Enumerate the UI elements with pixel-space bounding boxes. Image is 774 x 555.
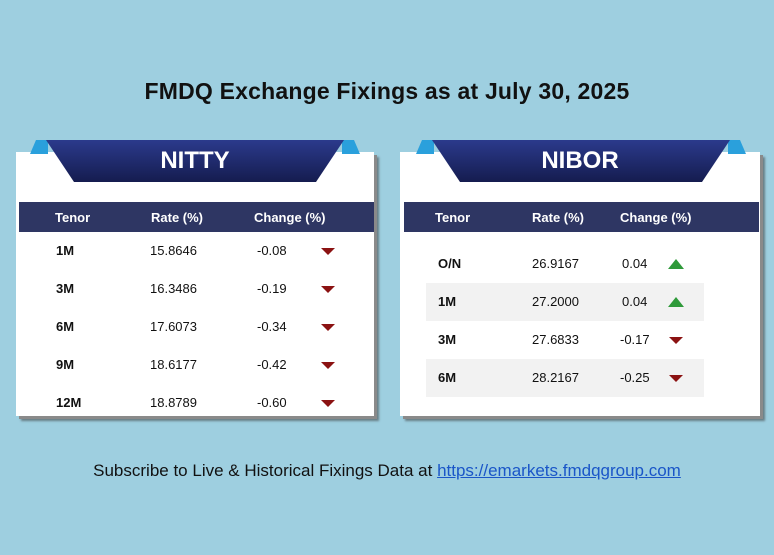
rate-cell: 18.6177 xyxy=(150,357,197,372)
up-arrow-icon xyxy=(668,297,684,307)
nitty-col-rate: Rate (%) xyxy=(151,210,204,225)
change-cell: -0.17 xyxy=(620,332,650,347)
rate-cell: 17.6073 xyxy=(150,319,197,334)
tenor-cell: 3M xyxy=(438,332,457,347)
nibor-card: NIBOR Tenor Rate (%) Change (%) O/N 26.9… xyxy=(400,140,760,416)
page-title: FMDQ Exchange Fixings as at July 30, 202… xyxy=(144,78,630,104)
nibor-title: NIBOR xyxy=(541,147,619,174)
change-cell: -0.08 xyxy=(257,243,287,258)
nibor-table-header: Tenor Rate (%) Change (%) xyxy=(404,202,759,232)
tenor-cell: 9M xyxy=(56,357,75,372)
change-cell: -0.60 xyxy=(257,395,287,410)
nitty-banner: NITTY xyxy=(16,140,374,200)
down-arrow-icon xyxy=(321,400,335,407)
table-row: 3M 27.6833 -0.17 xyxy=(426,321,704,359)
rate-cell: 16.3486 xyxy=(150,281,197,296)
table-row: 9M 18.6177 -0.42 xyxy=(19,346,374,384)
rate-cell: 26.9167 xyxy=(532,256,579,271)
nibor-col-rate: Rate (%) xyxy=(532,210,585,225)
change-cell: -0.19 xyxy=(257,281,287,296)
tenor-cell: O/N xyxy=(438,256,462,271)
nitty-col-change: Change (%) xyxy=(254,210,326,225)
nibor-col-tenor: Tenor xyxy=(435,210,471,225)
footer-text: Subscribe to Live & Historical Fixings D… xyxy=(93,461,433,480)
table-row: O/N 26.9167 0.04 xyxy=(426,245,704,283)
tenor-cell: 3M xyxy=(56,281,75,296)
table-row: 1M 15.8646 -0.08 xyxy=(19,232,374,270)
tenor-cell: 1M xyxy=(56,243,75,258)
subscribe-footer: Subscribe to Live & Historical Fixings D… xyxy=(0,461,774,481)
rate-cell: 15.8646 xyxy=(150,243,197,258)
down-arrow-icon xyxy=(669,337,683,344)
change-cell: -0.25 xyxy=(620,370,650,385)
tenor-cell: 12M xyxy=(56,395,82,410)
up-arrow-icon xyxy=(668,259,684,269)
nibor-banner: NIBOR xyxy=(400,140,760,200)
table-row: 6M 28.2167 -0.25 xyxy=(426,359,704,397)
emarkets-link[interactable]: https://emarkets.fmdqgroup.com xyxy=(437,461,681,480)
tenor-cell: 6M xyxy=(438,370,457,385)
change-cell: 0.04 xyxy=(622,256,648,271)
nitty-col-tenor: Tenor xyxy=(55,210,91,225)
change-cell: -0.42 xyxy=(257,357,287,372)
change-cell: -0.34 xyxy=(257,319,287,334)
nibor-col-change: Change (%) xyxy=(620,210,692,225)
down-arrow-icon xyxy=(321,286,335,293)
tenor-cell: 1M xyxy=(438,294,457,309)
rate-cell: 27.2000 xyxy=(532,294,579,309)
table-row: 12M 18.8789 -0.60 xyxy=(19,384,374,422)
nibor-banner-shape xyxy=(416,140,746,182)
table-row: 6M 17.6073 -0.34 xyxy=(19,308,374,346)
rate-cell: 28.2167 xyxy=(532,370,579,385)
down-arrow-icon xyxy=(321,362,335,369)
nitty-card: NITTY Tenor Rate (%) Change (%) 1M 15.86… xyxy=(16,140,374,416)
down-arrow-icon xyxy=(669,375,683,382)
tenor-cell: 6M xyxy=(56,319,75,334)
rate-cell: 27.6833 xyxy=(532,332,579,347)
nitty-banner-shape xyxy=(30,140,360,182)
nitty-title: NITTY xyxy=(160,147,230,174)
nitty-table-header: Tenor Rate (%) Change (%) xyxy=(19,202,374,232)
table-row: 3M 16.3486 -0.19 xyxy=(19,270,374,308)
down-arrow-icon xyxy=(321,248,335,255)
table-row: 1M 27.2000 0.04 xyxy=(426,283,704,321)
down-arrow-icon xyxy=(321,324,335,331)
change-cell: 0.04 xyxy=(622,294,648,309)
rate-cell: 18.8789 xyxy=(150,395,197,410)
